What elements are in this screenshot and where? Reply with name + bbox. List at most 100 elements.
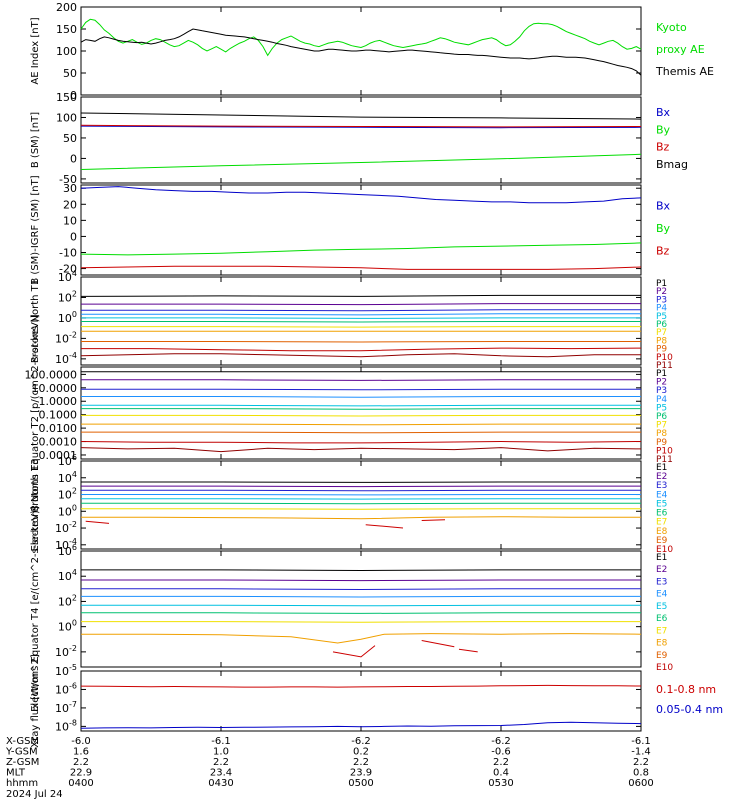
segment-e9	[421, 519, 446, 521]
legend-entry: P10	[656, 446, 673, 456]
axis-row-value: 0500	[348, 778, 373, 789]
axis-row-value: 0600	[628, 778, 653, 789]
series-p5	[81, 404, 641, 407]
series-e5	[81, 604, 641, 607]
series-p9	[81, 431, 641, 434]
y-tick-label: -10	[59, 247, 77, 260]
series-p8	[81, 423, 641, 426]
y-tick-label: 10-4	[55, 351, 77, 366]
series-e8	[81, 516, 641, 520]
axis-row-value: 0430	[208, 778, 233, 789]
y-tick-label: 150	[56, 23, 77, 36]
legend-entry: E5	[656, 602, 667, 612]
legend-entry: E4	[656, 490, 668, 500]
series-e2	[81, 485, 641, 488]
legend-entry: P8	[656, 429, 667, 439]
segment-e9	[365, 524, 404, 529]
y-axis-label: AE Index [nT]	[30, 17, 41, 84]
legend-entry: P1	[656, 369, 667, 379]
legend-entry: E1	[656, 463, 667, 473]
y-tick-label: 0.0100	[39, 422, 78, 435]
axis-row-value: 1.6	[73, 747, 89, 758]
series-by	[80, 242, 642, 256]
panel-frame	[80, 460, 642, 550]
legend-entry: Bx	[656, 106, 671, 119]
series-p10	[80, 440, 642, 444]
y-tick-label: 106	[58, 453, 77, 468]
series-e8	[81, 633, 642, 644]
legend-entry: P7	[656, 421, 667, 431]
series-p4	[81, 396, 641, 398]
axis-row-value: 22.9	[70, 768, 92, 779]
axis-row-value: 2.2	[493, 757, 509, 768]
y-tick-label: 10-2	[55, 644, 77, 659]
series-p10	[81, 347, 642, 352]
legend-entry: proxy AE	[656, 43, 705, 56]
series-p7	[81, 326, 641, 328]
y-tick-label: 150	[56, 91, 77, 104]
panel-1: 0 50 100 150 200 AE Index [nT] Kyoto proxy AE Th…	[30, 1, 714, 102]
series-bmag	[80, 112, 642, 120]
legend-entry: E3	[656, 481, 667, 491]
y-tick-label: 100	[56, 45, 77, 58]
series-bz	[80, 265, 642, 270]
axis-row-value: 0.8	[633, 768, 649, 779]
panel-frame	[80, 96, 642, 184]
y-axis-label: Electrons Equator T4 [e/(cm^2-s-sr-keV)]	[30, 506, 41, 712]
legend-entry: P3	[656, 295, 667, 305]
panel-7: 10-2 100 102 104 106 Electrons Equator T4 [e/…	[30, 506, 673, 712]
legend-entry: Bx	[656, 200, 671, 213]
axis-row-label: MLT	[6, 768, 26, 779]
legend-entry: E5	[656, 499, 667, 509]
legend-entry: P7	[656, 328, 667, 338]
y-tick-label: 20	[63, 198, 77, 211]
y-tick-label: 100	[56, 111, 77, 124]
segment-e9	[332, 645, 376, 658]
y-tick-label: 102	[58, 593, 77, 608]
legend-entry: E2	[656, 565, 667, 575]
legend-entry: E6	[656, 509, 668, 519]
panel-5: 0.00010.00100.01000.10001.000010.0000100…	[25, 314, 674, 511]
legend-entry: By	[656, 222, 671, 235]
legend-entry: P4	[656, 304, 667, 314]
legend-entry: P3	[656, 386, 667, 396]
y-tick-label: 0.0010	[39, 436, 78, 449]
series-p11	[80, 353, 641, 358]
legend-entry: P11	[656, 361, 673, 371]
legend-entry: E3	[656, 577, 667, 587]
legend-entry: P9	[656, 438, 667, 448]
series-e1	[81, 569, 641, 572]
axis-row-value: -1.4	[631, 747, 651, 758]
panel-frame	[80, 184, 642, 276]
series-p9	[81, 341, 641, 343]
y-tick-label: 102	[58, 487, 77, 502]
legend-entry: E7	[656, 626, 667, 636]
segment-e9	[458, 648, 478, 653]
series-p4	[81, 313, 641, 316]
panel-8: 10-8 10-7 10-6 10-5 Xray flux [W/m^2] 0.1-0.8…	[30, 654, 723, 748]
y-tick-label: 0	[70, 89, 77, 102]
legend-entry: E1	[656, 553, 667, 563]
series-p2	[81, 303, 641, 306]
series-bx	[80, 186, 642, 204]
y-tick-label: 1.0000	[39, 395, 78, 408]
legend-entry: P9	[656, 345, 667, 355]
axis-row-value: -6.2	[351, 736, 371, 747]
series-0-05-0-4-nm	[80, 721, 642, 729]
series-e4	[81, 595, 641, 598]
legend-entry: P6	[656, 412, 667, 422]
y-tick-label: 50	[63, 67, 77, 80]
y-axis-label: B (SM) [nT]	[30, 112, 41, 168]
y-tick-label: 10.0000	[32, 382, 78, 395]
y-tick-label: 10-2	[55, 330, 77, 345]
legend-entry: By	[656, 123, 671, 136]
legend-entry: P10	[656, 353, 673, 363]
legend-entry: Kyoto	[656, 21, 687, 34]
y-tick-label: 100	[58, 503, 77, 518]
legend-entry: P4	[656, 395, 667, 405]
series-themis-ae	[80, 28, 642, 76]
axis-row-value: -0.6	[491, 747, 511, 758]
series-e3	[81, 588, 641, 591]
